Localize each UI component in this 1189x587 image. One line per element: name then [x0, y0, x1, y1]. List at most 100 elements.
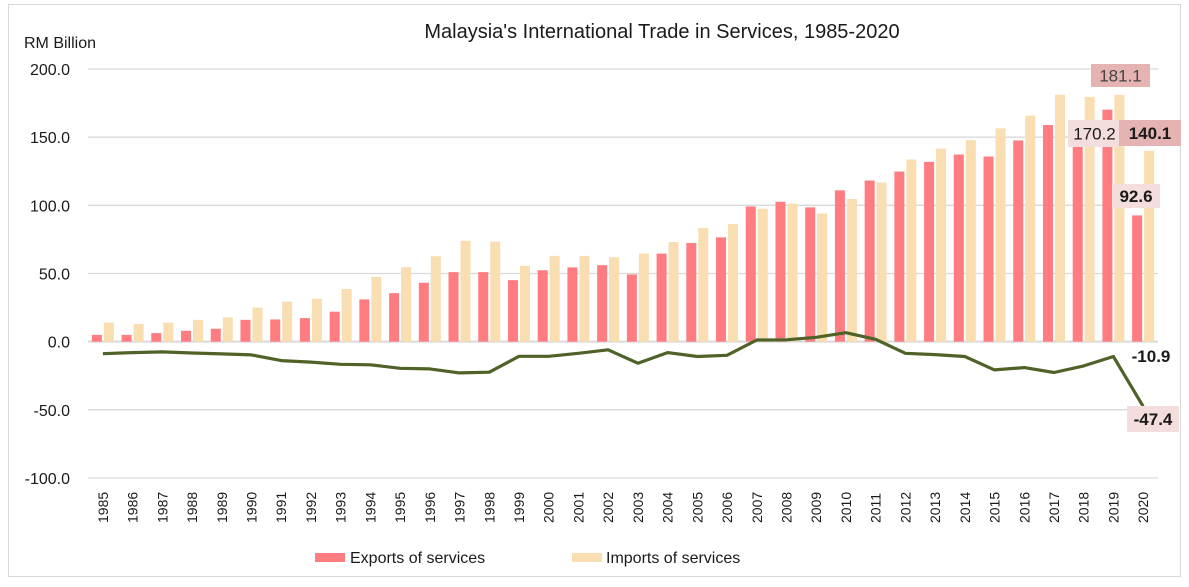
- x-axis-ticks: 1985 1986 1987 1988 1989 1990 1991 1992 1993 1994…: [95, 492, 1151, 523]
- x-tick-label: 1999: [511, 492, 527, 523]
- bar-imports: [1144, 150, 1155, 342]
- legend-label-imports: Imports of services: [606, 550, 740, 567]
- y-axis-ticks: 200.0 150.0 100.0 50.0 0.0 -50.0 -100.0: [25, 62, 70, 488]
- x-tick-label: 1993: [333, 492, 349, 523]
- bar-imports: [401, 267, 412, 342]
- bar-imports: [163, 322, 174, 342]
- y-axis-unit-label: RM Billion: [24, 35, 96, 52]
- bar-imports: [282, 301, 293, 342]
- bar-imports: [757, 208, 768, 342]
- legend-label-exports: Exports of services: [350, 550, 485, 567]
- bar-exports: [91, 334, 102, 342]
- bar-exports: [507, 280, 518, 342]
- bar-imports: [222, 317, 233, 342]
- bar-imports: [103, 322, 114, 342]
- x-tick-label: 1998: [481, 492, 497, 523]
- data-label: 181.1: [1099, 67, 1142, 86]
- bar-imports: [668, 242, 679, 342]
- x-tick-label: 2005: [689, 492, 705, 523]
- bar-exports: [834, 190, 845, 342]
- bar-imports: [787, 203, 798, 342]
- bar-exports: [894, 171, 905, 342]
- bar-imports: [995, 128, 1006, 342]
- bar-imports: [965, 140, 976, 342]
- y-tick-label: -100.0: [25, 471, 70, 488]
- bar-imports: [1084, 96, 1095, 342]
- x-tick-label: 2002: [600, 492, 616, 523]
- bar-exports: [567, 267, 578, 342]
- bar-imports: [876, 182, 887, 342]
- bar-exports: [270, 319, 281, 342]
- x-tick-label: 1986: [125, 492, 141, 523]
- x-tick-label: 2019: [1105, 492, 1121, 523]
- bar-exports: [597, 265, 608, 342]
- bar-imports: [371, 276, 382, 342]
- x-tick-label: 1989: [214, 492, 230, 523]
- x-tick-label: 1995: [392, 492, 408, 523]
- x-tick-label: 1997: [452, 492, 468, 523]
- x-tick-label: 2010: [838, 492, 854, 523]
- y-tick-label: 150.0: [30, 130, 70, 147]
- x-tick-label: 1990: [243, 492, 259, 523]
- x-tick-label: 2009: [808, 492, 824, 523]
- bar-imports: [311, 298, 322, 342]
- data-label: -10.9: [1132, 347, 1171, 366]
- x-tick-label: 2011: [868, 493, 884, 523]
- x-tick-label: 2018: [1076, 492, 1092, 523]
- bar-imports: [936, 148, 947, 342]
- bar-imports: [728, 224, 739, 342]
- bar-exports: [1102, 109, 1113, 342]
- bar-exports: [537, 270, 548, 342]
- gridlines: [88, 68, 1158, 479]
- bar-exports: [448, 272, 459, 342]
- bar-exports: [1013, 140, 1024, 342]
- x-tick-label: 2008: [778, 492, 794, 523]
- bars: [91, 94, 1155, 342]
- bar-exports: [686, 242, 697, 342]
- chart-title: Malaysia's International Trade in Servic…: [424, 21, 899, 43]
- bar-exports: [745, 206, 756, 342]
- x-tick-label: 2017: [1046, 492, 1062, 523]
- bar-exports: [181, 330, 192, 342]
- bar-exports: [656, 253, 667, 342]
- y-tick-label: 200.0: [30, 62, 70, 79]
- x-tick-label: 1987: [154, 492, 170, 523]
- bar-exports: [478, 272, 489, 342]
- x-tick-label: 2003: [630, 492, 646, 523]
- bar-imports: [698, 227, 709, 342]
- bar-exports: [716, 237, 727, 342]
- data-label: -47.4: [1134, 410, 1173, 429]
- x-tick-label: 2012: [897, 492, 913, 523]
- balance-line-group: [102, 331, 1145, 408]
- bar-exports: [359, 299, 370, 342]
- balance-line: [102, 331, 1145, 408]
- x-tick-label: 1992: [303, 492, 319, 523]
- bar-exports: [924, 161, 935, 342]
- bar-imports: [252, 307, 263, 342]
- bar-imports: [1025, 115, 1036, 342]
- data-label: 170.2: [1073, 125, 1116, 144]
- bar-imports: [193, 319, 204, 342]
- x-tick-label: 2006: [719, 492, 735, 523]
- x-tick-label: 2001: [570, 492, 586, 523]
- bar-exports: [121, 334, 132, 342]
- y-tick-label: -50.0: [34, 403, 71, 420]
- bar-exports: [299, 318, 310, 342]
- x-tick-label: 2013: [927, 492, 943, 523]
- x-tick-label: 2015: [987, 492, 1003, 523]
- bar-imports: [341, 289, 352, 342]
- data-label-background: [1091, 64, 1150, 87]
- bar-imports: [519, 265, 530, 342]
- bar-imports: [133, 323, 144, 342]
- bar-exports: [240, 319, 251, 342]
- bar-imports: [846, 199, 857, 342]
- data-labels: 181.1 170.2 140.1 92.6 -10.9 -47.4: [1068, 64, 1181, 432]
- data-label: 140.1: [1129, 124, 1172, 143]
- bar-imports: [1054, 94, 1065, 342]
- data-label: 92.6: [1119, 187, 1152, 206]
- data-label-background: [1068, 120, 1121, 147]
- x-tick-label: 2000: [541, 492, 557, 523]
- x-tick-label: 2007: [749, 492, 765, 523]
- x-tick-label: 2020: [1135, 492, 1151, 523]
